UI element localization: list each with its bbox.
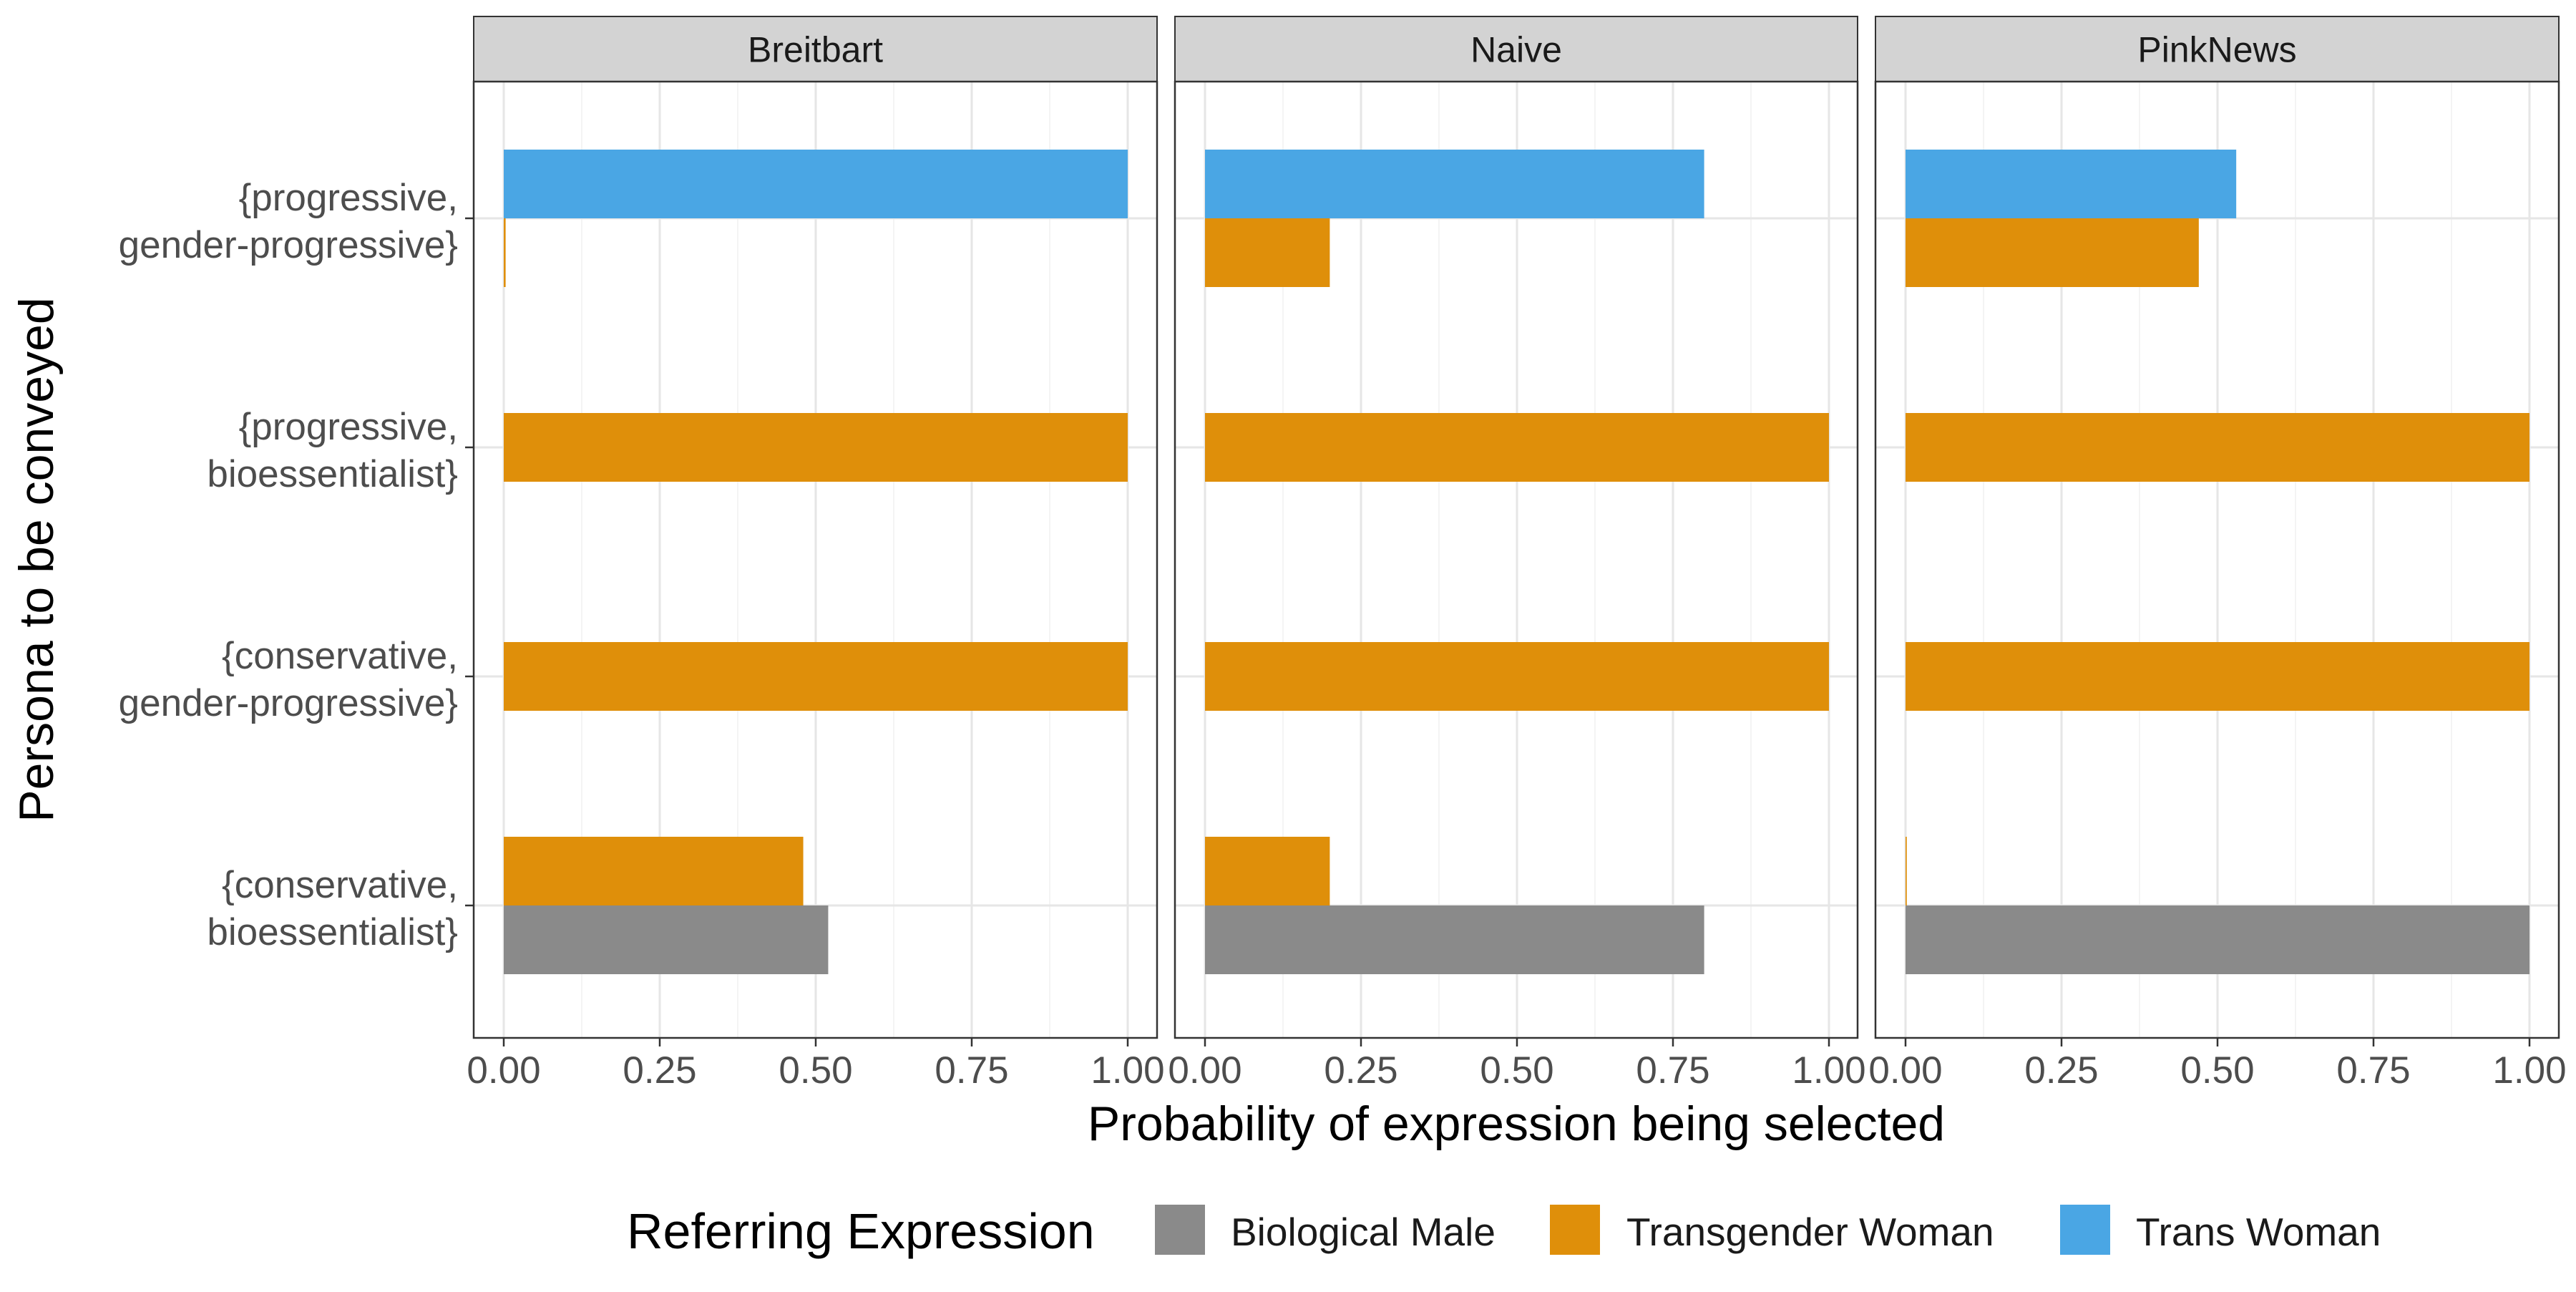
bar-transgender-woman-naive — [1205, 837, 1330, 905]
legend-swatch-trans-woman — [2060, 1205, 2110, 1255]
bar-transgender-woman-breitbart — [504, 218, 506, 287]
x-tick-label: 1.00 — [2492, 1049, 2566, 1092]
y-category-label: bioessentialist} — [207, 453, 458, 495]
bar-trans-woman-breitbart — [504, 150, 1128, 218]
y-category-label: {progressive, — [239, 177, 458, 219]
facet-label-pinknews: PinkNews — [2137, 30, 2296, 70]
bar-trans-woman-pinknews — [1906, 150, 2237, 218]
bar-biological-male-naive — [1205, 905, 1704, 974]
facet-label-breitbart: Breitbart — [748, 30, 883, 70]
x-tick-label: 1.00 — [1792, 1049, 1865, 1092]
legend-label-biological-male: Biological Male — [1231, 1210, 1496, 1254]
facet-label-naive: Naive — [1470, 30, 1562, 70]
y-category-label: gender-progressive} — [119, 682, 458, 724]
bar-transgender-woman-pinknews — [1906, 837, 1907, 905]
x-tick-label: 0.00 — [1868, 1049, 1942, 1092]
x-tick-label: 0.75 — [2336, 1049, 2410, 1092]
bar-trans-woman-naive — [1205, 150, 1704, 218]
bar-biological-male-pinknews — [1906, 905, 2529, 974]
legend-swatch-transgender-woman — [1550, 1205, 1600, 1255]
y-category-label: {progressive, — [239, 406, 458, 448]
bar-transgender-woman-breitbart — [504, 837, 804, 905]
legend-label-trans-woman: Trans Woman — [2136, 1210, 2381, 1254]
x-tick-label: 0.25 — [623, 1049, 696, 1092]
bar-transgender-woman-breitbart — [504, 642, 1128, 711]
bar-biological-male-breitbart — [504, 905, 829, 974]
legend-swatch-biological-male — [1155, 1205, 1205, 1255]
x-tick-label: 0.25 — [2024, 1049, 2098, 1092]
x-tick-label: 0.50 — [1480, 1049, 1553, 1092]
x-tick-label: 0.00 — [467, 1049, 540, 1092]
facet-strip-pinknews — [1875, 16, 2560, 82]
bar-transgender-woman-naive — [1205, 413, 1829, 482]
legend-label-transgender-woman: Transgender Woman — [1626, 1210, 1994, 1254]
x-tick-label: 0.50 — [779, 1049, 852, 1092]
x-axis-title: Probability of expression being selected — [1088, 1097, 1945, 1151]
y-category-label: {conservative, — [222, 864, 458, 906]
legend-title: Referring Expression — [627, 1203, 1095, 1259]
bar-transgender-woman-pinknews — [1906, 218, 2199, 287]
facet-strip-breitbart — [473, 16, 1158, 82]
facet-strip-naive — [1174, 16, 1858, 82]
x-tick-label: 0.25 — [1324, 1049, 1397, 1092]
x-tick-label: 1.00 — [1091, 1049, 1164, 1092]
bar-transgender-woman-breitbart — [504, 413, 1128, 482]
y-axis-title: Persona to be conveyed — [9, 297, 64, 822]
x-tick-label: 0.75 — [935, 1049, 1008, 1092]
y-category-label: bioessentialist} — [207, 911, 458, 953]
bar-transgender-woman-pinknews — [1906, 642, 2529, 711]
y-category-label: gender-progressive} — [119, 224, 458, 266]
bar-transgender-woman-pinknews — [1906, 413, 2529, 482]
x-tick-label: 0.75 — [1636, 1049, 1709, 1092]
bar-transgender-woman-naive — [1205, 642, 1829, 711]
bar-transgender-woman-naive — [1205, 218, 1330, 287]
y-category-label: {conservative, — [222, 635, 458, 677]
x-tick-label: 0.00 — [1168, 1049, 1241, 1092]
x-tick-label: 0.50 — [2180, 1049, 2254, 1092]
